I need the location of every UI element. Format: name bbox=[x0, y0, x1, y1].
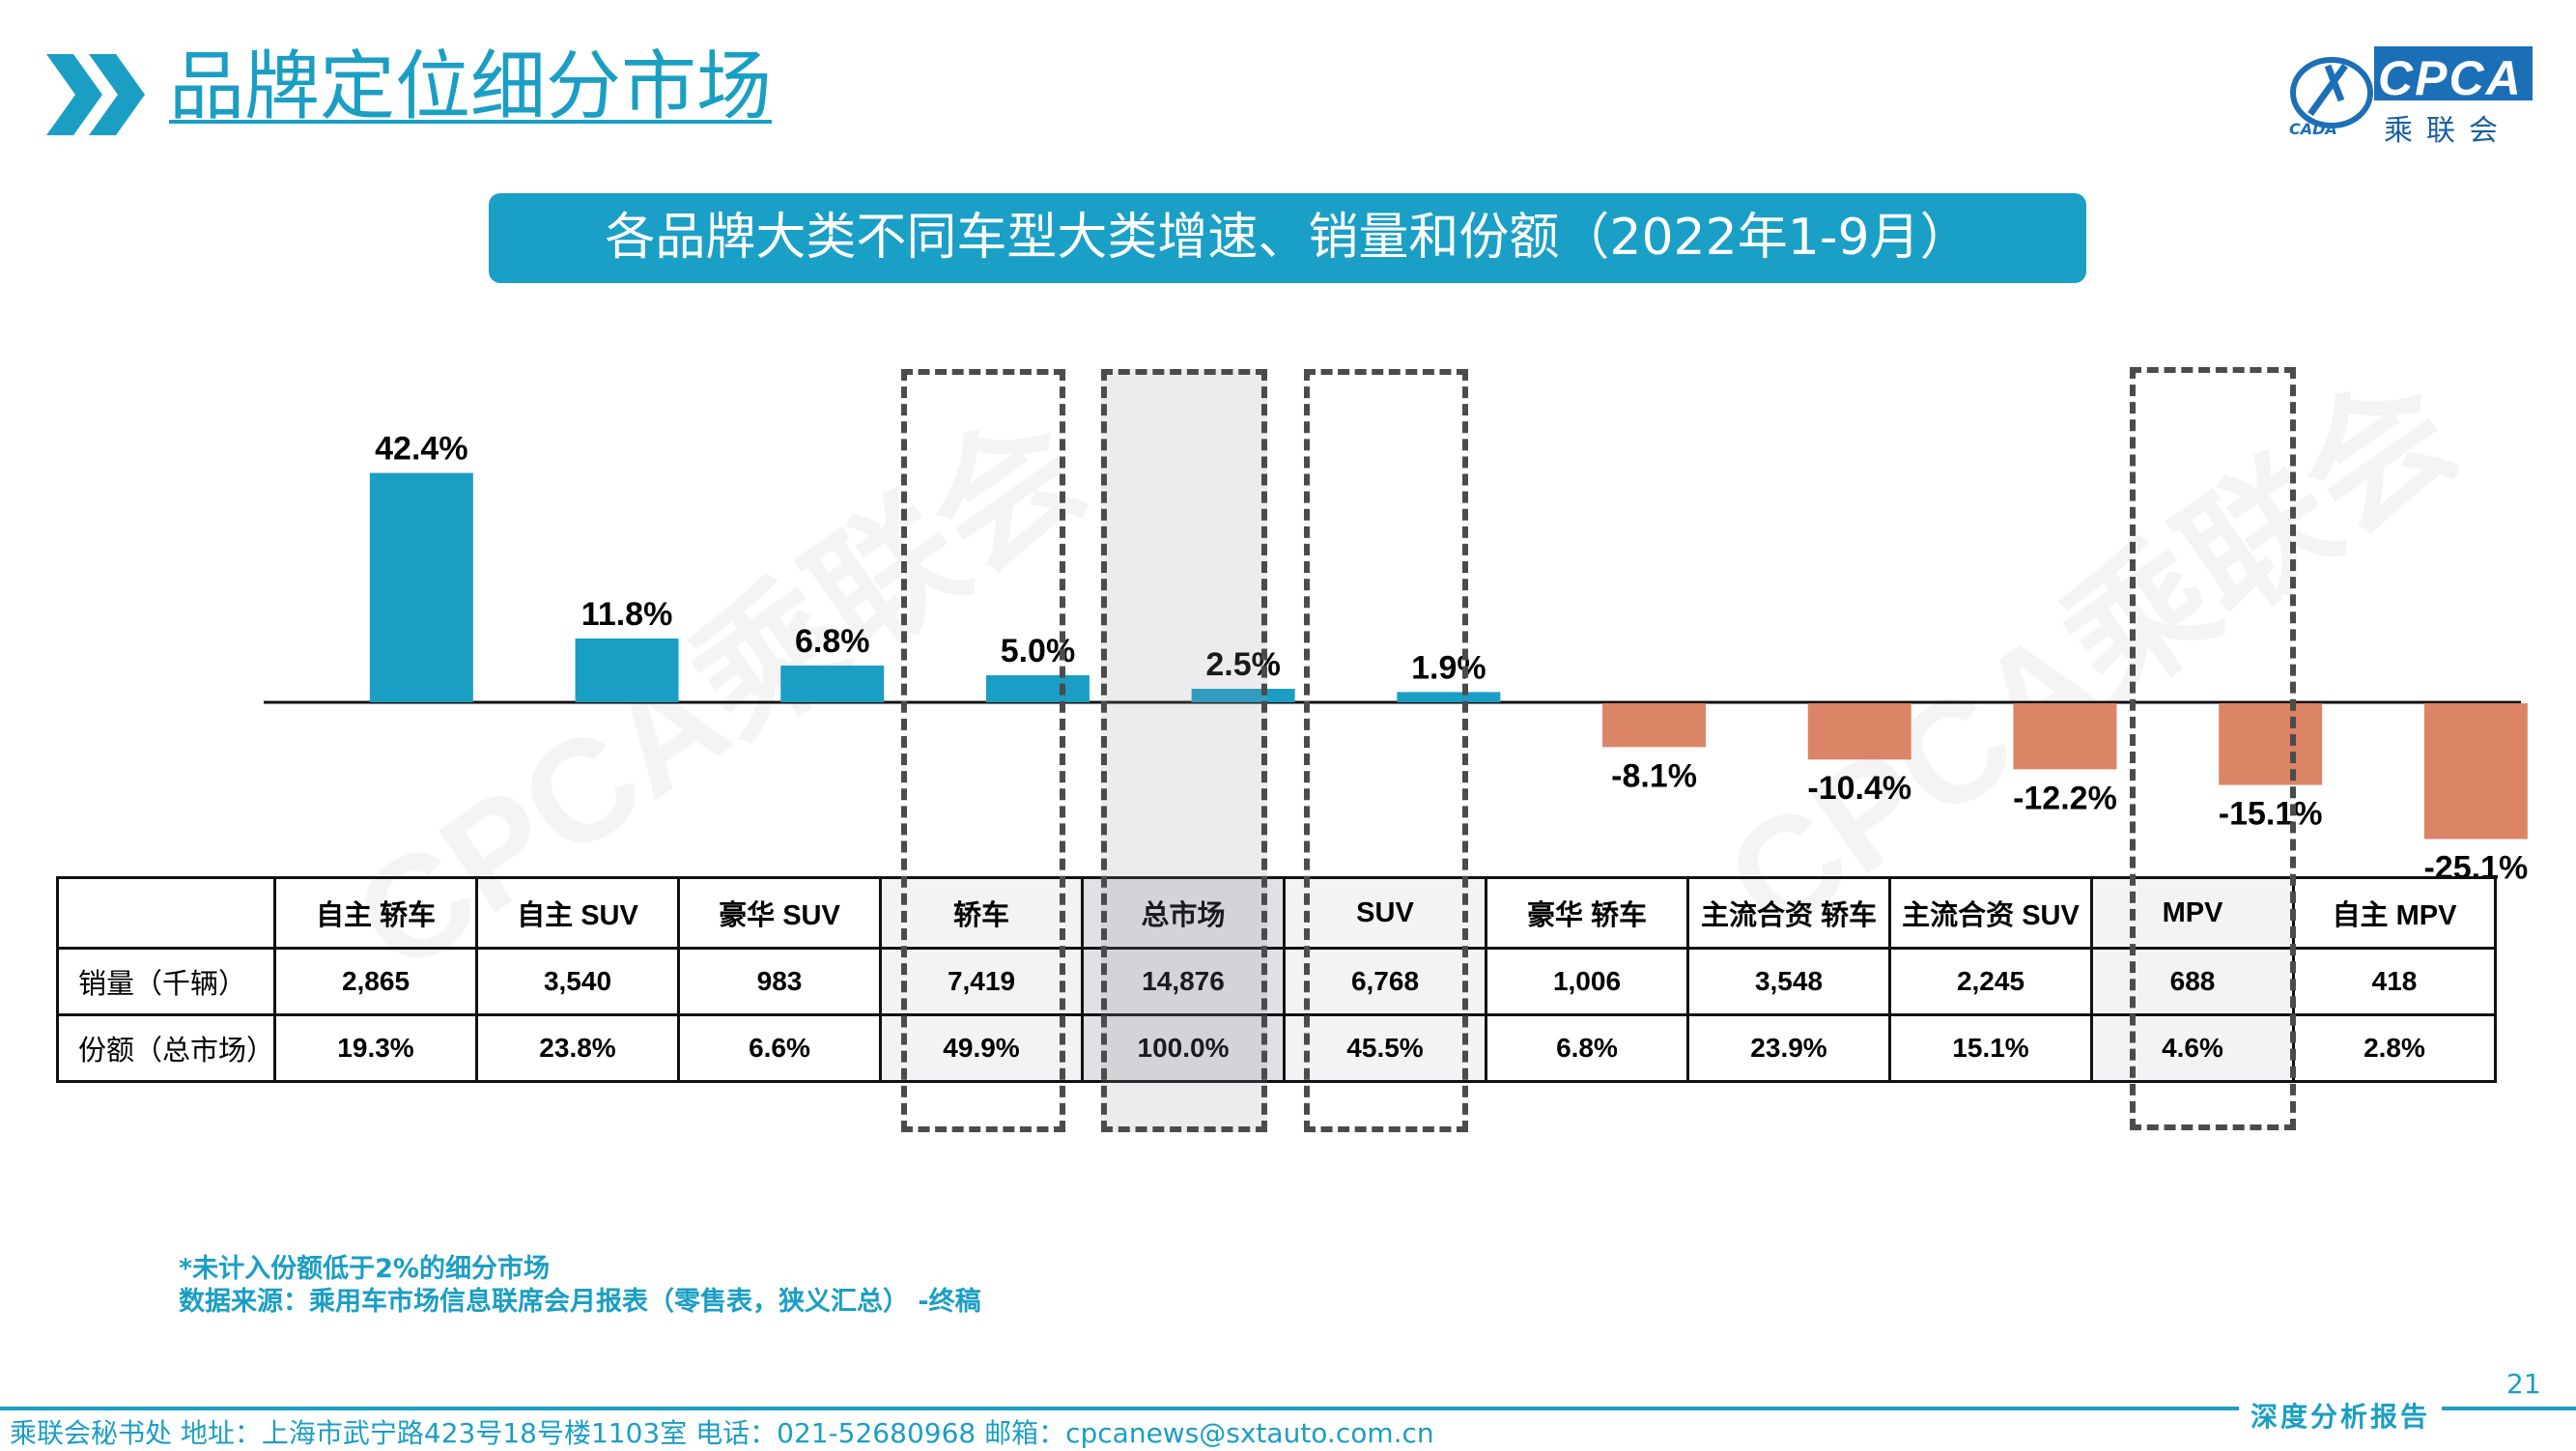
logo-chinese-text: 乘联会 bbox=[2384, 114, 2511, 148]
data-label-1: 11.8% bbox=[581, 596, 673, 633]
table-sales-row-cell: 3,548 bbox=[1686, 947, 1891, 1016]
bar-3 bbox=[985, 675, 1090, 702]
table-share-row-cell: 45.5% bbox=[1283, 1013, 1487, 1083]
bar-4 bbox=[1191, 689, 1295, 702]
table-sales-row-label: 销量（千辆） bbox=[56, 947, 276, 1016]
table-sales-row-cell: 7,419 bbox=[879, 947, 1084, 1016]
data-label-5: 1.9% bbox=[1411, 649, 1486, 686]
footnotes: *未计入份额低于2%的细分市场 数据来源：乘用车市场信息联席会月报表（零售表，狭… bbox=[179, 1253, 981, 1319]
table-share-row-cell: 23.9% bbox=[1686, 1013, 1891, 1083]
highlight-frame-total-market bbox=[1101, 369, 1267, 1132]
table-header-row-cell: 总市场 bbox=[1081, 876, 1286, 950]
footer-contact: 乘联会秘书处 地址：上海市武宁路423号18号楼1103室 电话：021-526… bbox=[10, 1417, 1434, 1449]
table-header-row-cell: 自主 轿车 bbox=[273, 876, 478, 950]
table-header-row-label bbox=[56, 876, 276, 950]
table-share-row-cell: 2.8% bbox=[2292, 1013, 2497, 1083]
table-share-row-label: 份额（总市场） bbox=[56, 1013, 276, 1083]
page-number: 21 bbox=[2506, 1368, 2541, 1400]
data-label-0: 42.4% bbox=[375, 431, 467, 468]
data-label-7: -10.4% bbox=[1807, 770, 1911, 807]
footer-divider bbox=[0, 1407, 2576, 1410]
table-header-row-cell: 自主 SUV bbox=[475, 876, 680, 950]
logo-small-text: CADA bbox=[2289, 120, 2337, 138]
page-title: 品牌定位细分市场 bbox=[169, 43, 773, 130]
chevron-right-icon bbox=[46, 54, 145, 135]
bar-5 bbox=[1397, 692, 1501, 702]
data-label-2: 6.8% bbox=[795, 623, 870, 660]
table-header-row-cell: SUV bbox=[1283, 876, 1487, 950]
table-share-row-cell: 6.8% bbox=[1485, 1013, 1689, 1083]
bar-2 bbox=[780, 665, 885, 702]
data-table: 自主 轿车 自主 SUV 豪华 SUV 轿车 总市场 SUV 豪华 轿车 主流合资 轿车 主流合… bbox=[56, 876, 2497, 1083]
table-header-row-cell: 轿车 bbox=[879, 876, 1084, 950]
table-share-row-cell: 15.1% bbox=[1888, 1013, 2093, 1083]
table-header-row-cell: 主流合资 轿车 bbox=[1686, 876, 1891, 950]
highlight-frame-mpv bbox=[2130, 367, 2296, 1130]
table-sales-row-cell: 688 bbox=[2090, 947, 2295, 1016]
table-share-row-cell: 23.8% bbox=[475, 1013, 680, 1083]
footnote-exclusion: *未计入份额低于2%的细分市场 bbox=[179, 1254, 550, 1284]
highlight-frame-sedan bbox=[901, 369, 1065, 1132]
cpca-logo-icon bbox=[2290, 46, 2533, 128]
footer-tag: 深度分析报告 bbox=[2239, 1396, 2443, 1435]
bar-7 bbox=[1807, 703, 1911, 760]
bar-9 bbox=[2219, 703, 2323, 785]
table-header-row-cell: 豪华 SUV bbox=[677, 876, 882, 950]
table-sales-row-cell: 14,876 bbox=[1081, 947, 1286, 1016]
bar-8 bbox=[2013, 703, 2117, 770]
highlight-frame-suv bbox=[1304, 369, 1468, 1132]
table-header-row-cell: 豪华 轿车 bbox=[1485, 876, 1689, 950]
footnote-source: 数据来源：乘用车市场信息联席会月报表（零售表，狭义汇总） -终稿 bbox=[179, 1287, 981, 1317]
table-sales-row: 销量（千辆） 2,865 3,540 983 7,419 14,876 6,768 1,006… bbox=[56, 947, 2497, 1016]
table-share-row-cell: 49.9% bbox=[879, 1013, 1084, 1083]
table-sales-row-cell: 983 bbox=[677, 947, 882, 1016]
table-header-row: 自主 轿车 自主 SUV 豪华 SUV 轿车 总市场 SUV 豪华 轿车 主流合资 轿车 主流合… bbox=[56, 876, 2497, 950]
table-header-row-cell: 自主 MPV bbox=[2292, 876, 2497, 950]
table-share-row-cell: 4.6% bbox=[2090, 1013, 2295, 1083]
table-share-row-cell: 100.0% bbox=[1081, 1013, 1286, 1083]
bar-10 bbox=[2423, 703, 2528, 839]
table-sales-row-cell: 3,540 bbox=[475, 947, 680, 1016]
bar-1 bbox=[575, 638, 679, 702]
table-share-row: 份额（总市场） 19.3% 23.8% 6.6% 49.9% 100.0% 45.5% 6.8… bbox=[56, 1013, 2497, 1083]
bar-0 bbox=[369, 472, 473, 702]
table-header-row-cell: 主流合资 SUV bbox=[1888, 876, 2093, 950]
table-sales-row-cell: 1,006 bbox=[1485, 947, 1689, 1016]
data-label-4: 2.5% bbox=[1205, 646, 1281, 683]
table-sales-row-cell: 6,768 bbox=[1283, 947, 1487, 1016]
table-share-row-cell: 19.3% bbox=[273, 1013, 478, 1083]
logo-text: CPCA bbox=[2378, 51, 2523, 105]
data-label-8: -12.2% bbox=[2013, 780, 2117, 816]
table-sales-row-cell: 418 bbox=[2292, 947, 2497, 1016]
table-sales-row-cell: 2,245 bbox=[1888, 947, 2093, 1016]
data-label-6: -8.1% bbox=[1611, 757, 1697, 794]
bar-6 bbox=[1602, 703, 1707, 748]
table-sales-row-cell: 2,865 bbox=[273, 947, 478, 1016]
data-label-9: -15.1% bbox=[2219, 796, 2323, 833]
chart-subtitle: 各品牌大类不同车型大类增速、销量和份额（2022年1-9月） bbox=[489, 193, 2086, 283]
table-share-row-cell: 6.6% bbox=[677, 1013, 882, 1083]
